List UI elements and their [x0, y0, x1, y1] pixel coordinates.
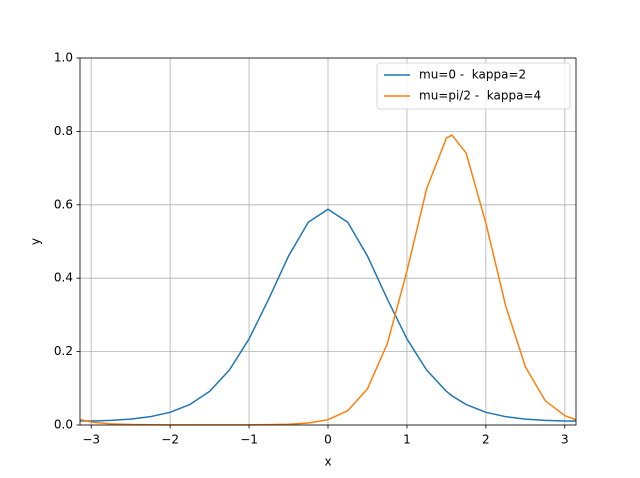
x-tick-label: 2 — [482, 433, 490, 447]
x-tick-label: 3 — [561, 433, 569, 447]
y-tick-label: 0.0 — [54, 418, 73, 432]
y-tick-label: 0.4 — [54, 271, 73, 285]
x-tick-label: −1 — [240, 433, 258, 447]
x-tick-label: −3 — [82, 433, 100, 447]
x-tick-label: −2 — [161, 433, 179, 447]
series-line — [80, 208, 576, 422]
y-tick-label: 0.6 — [54, 197, 73, 211]
legend-box — [376, 62, 571, 110]
y-tick-label: 0.2 — [54, 344, 73, 358]
legend-label: mu=pi/2 - kappa=4 — [419, 89, 541, 103]
legend: mu=0 - kappa=2 mu=pi/2 - kappa=4 — [376, 62, 571, 110]
grid — [80, 57, 576, 426]
y-tick-label: 1.0 — [54, 51, 73, 65]
legend-label: mu=0 - kappa=2 — [419, 68, 526, 82]
y-axis-label: y — [29, 238, 43, 245]
x-tick-label: 1 — [403, 433, 411, 447]
y-tick-label: 0.8 — [54, 124, 73, 138]
x-tick-label: 0 — [324, 433, 332, 447]
x-axis-label: x — [324, 455, 331, 469]
